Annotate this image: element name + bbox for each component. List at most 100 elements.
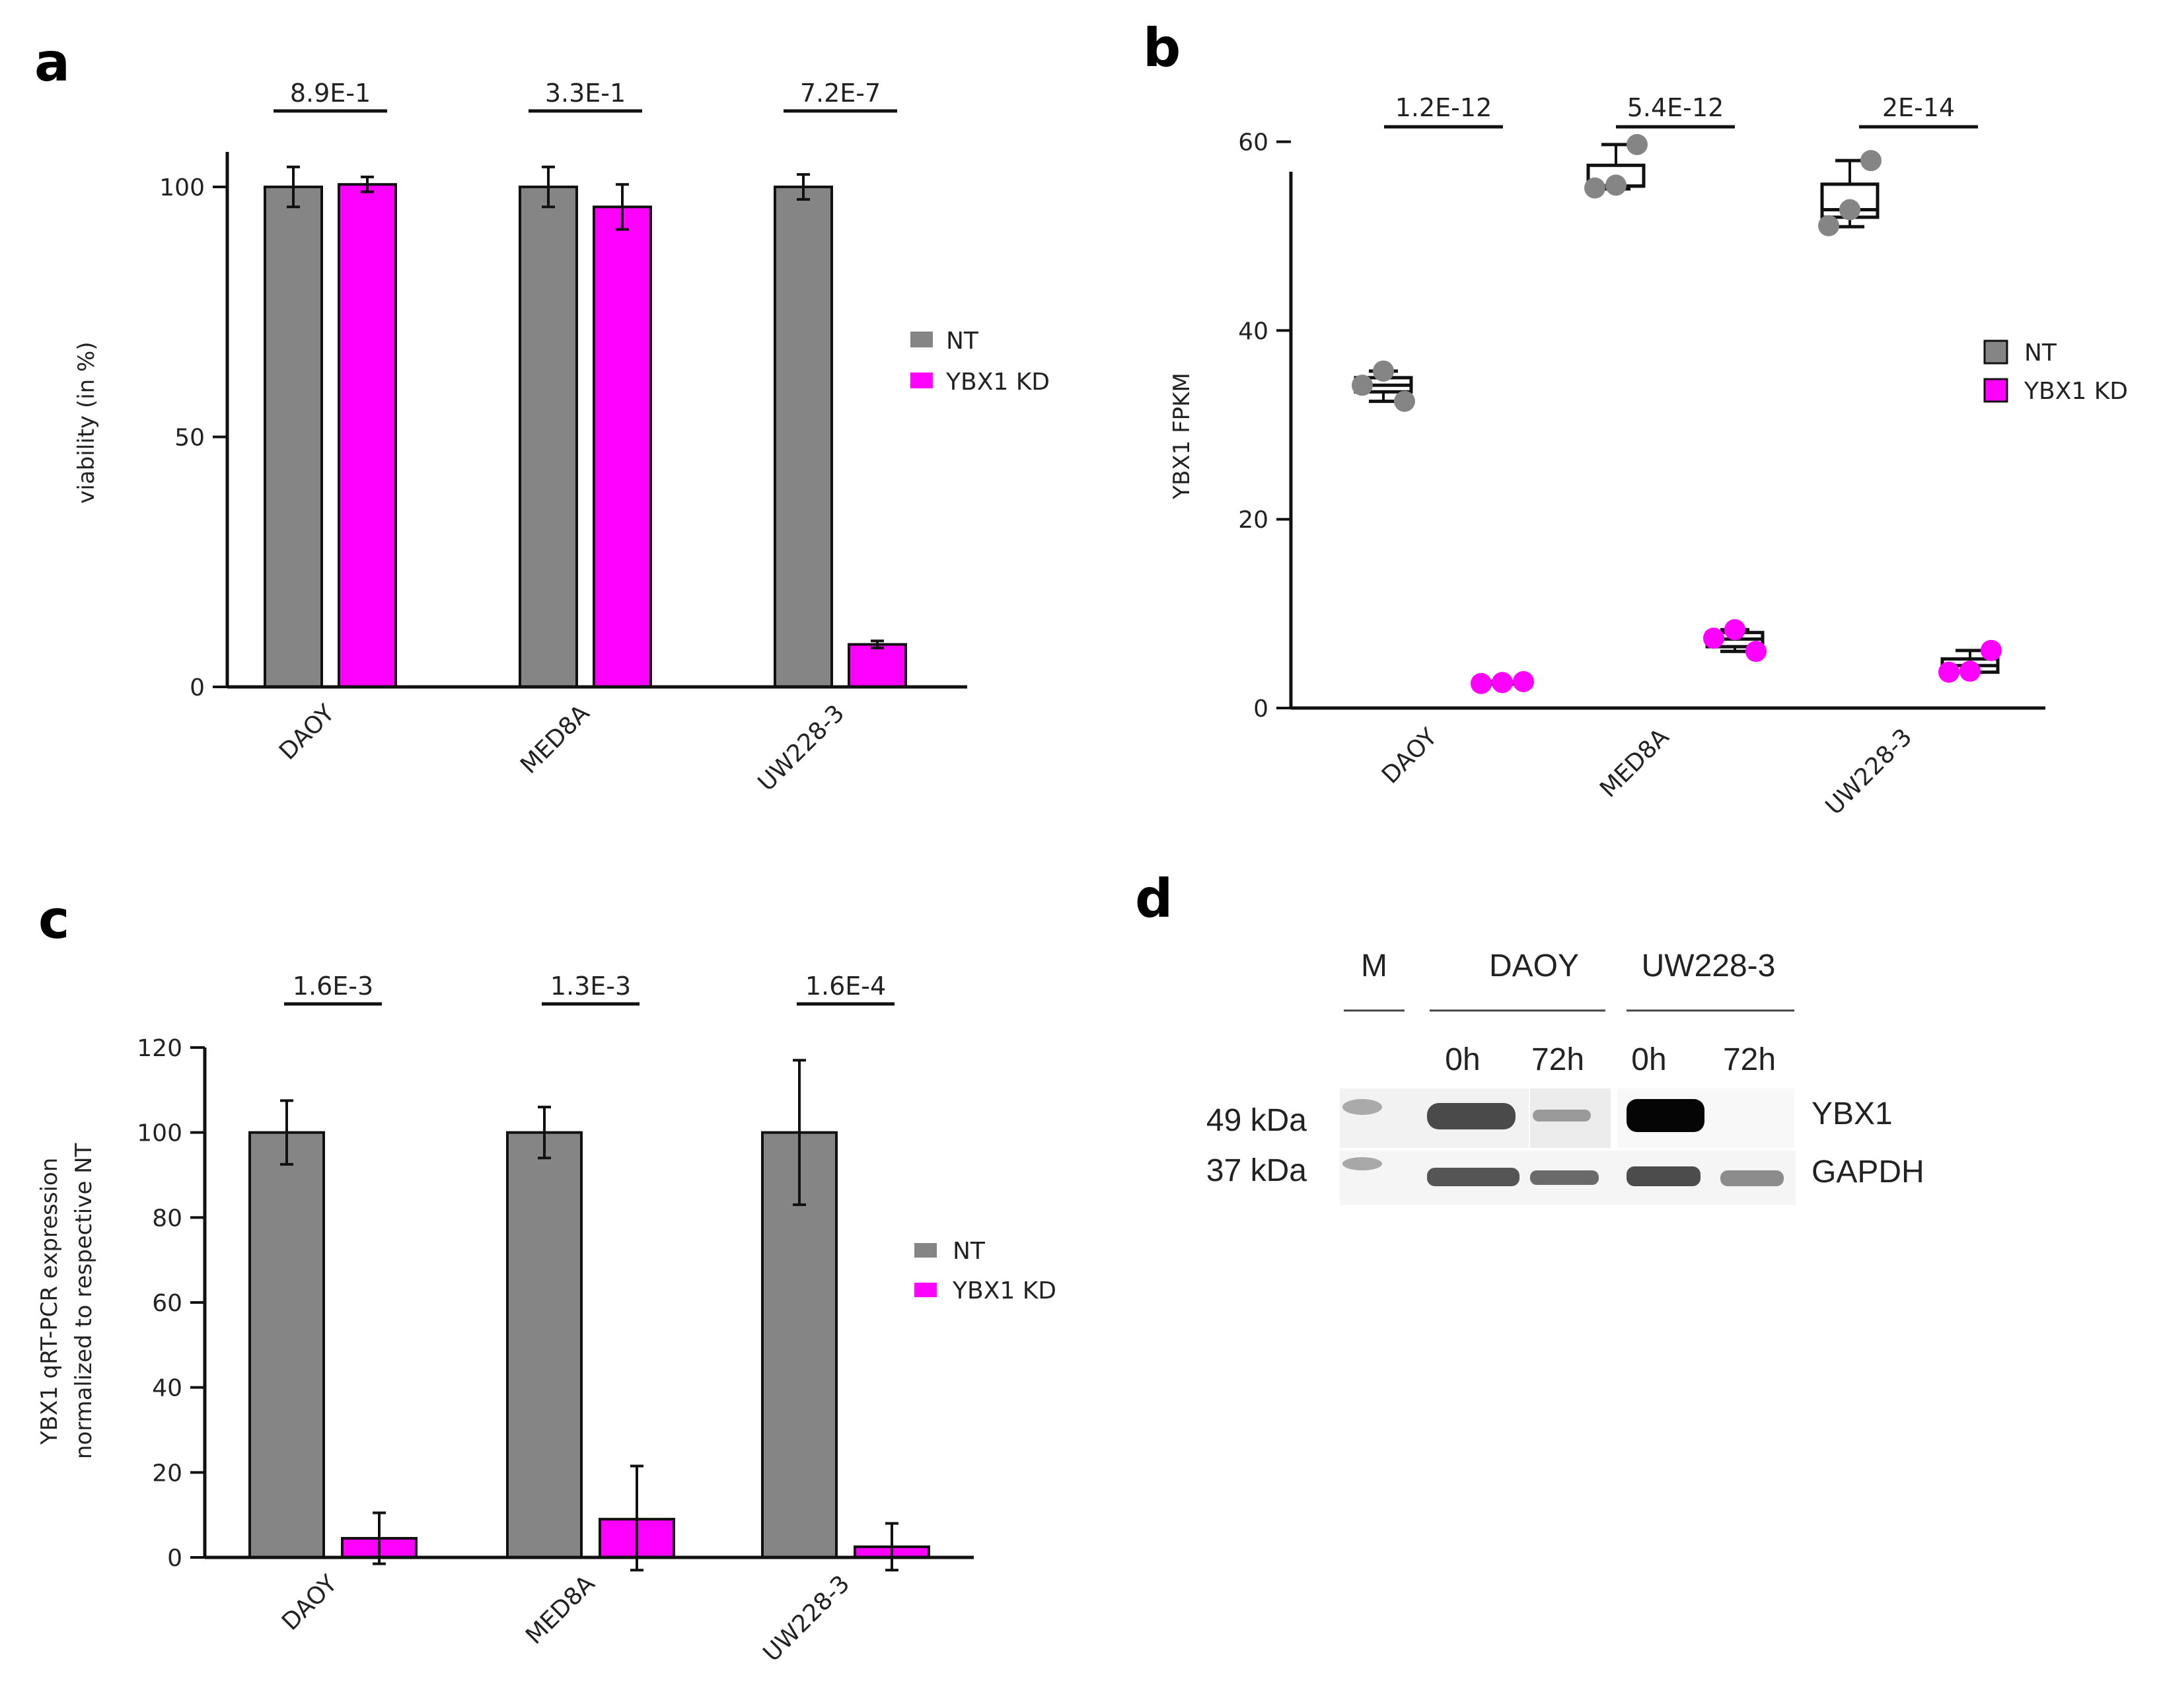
point-kd	[1513, 670, 1534, 692]
point-nt	[1394, 390, 1415, 412]
x-tick-label: DAOY	[277, 1570, 343, 1636]
y-tick-label: 40	[152, 1375, 182, 1402]
point-kd	[1938, 661, 1959, 683]
legend-label-kd: YBX1 KD	[945, 369, 1050, 396]
legend-swatch-nt	[910, 332, 933, 347]
x-tick-label: MED8A	[1595, 723, 1675, 803]
group-label-uw228-3: UW228-3	[1642, 948, 1776, 983]
point-kd	[1492, 672, 1513, 694]
y-tick-label: 120	[137, 1035, 182, 1062]
point-nt	[1839, 199, 1860, 221]
band-marker-49	[1342, 1099, 1382, 1115]
x-tick-label: UW228-3	[1821, 723, 1918, 820]
y-tick-label: 100	[137, 1120, 182, 1147]
y-axis-label: YBX1 FPKM	[1169, 373, 1195, 500]
point-nt	[1818, 215, 1839, 236]
point-nt	[1352, 374, 1373, 396]
lane-label-daoy-0h: 0h	[1445, 1042, 1480, 1077]
point-kd	[1703, 627, 1724, 649]
p-value-label: 2E-14	[1882, 93, 1955, 122]
group-label-daoy: DAOY	[1489, 948, 1579, 983]
y-tick-label: 100	[159, 174, 205, 201]
y-tick-label: 20	[1238, 507, 1268, 534]
bar-kd	[848, 643, 907, 689]
y-axis-label-line-2: normalized to respective NT	[71, 1143, 97, 1459]
x-tick-label: DAOY	[1377, 723, 1443, 789]
y-axis-label-line-1: YBX1 qRT-PCR expression	[36, 1158, 63, 1446]
point-kd	[1724, 619, 1745, 641]
band-ybx1-daoy-0h	[1427, 1103, 1516, 1129]
panel-letter-b: b	[1143, 17, 1181, 79]
band-gapdh-daoy-72h	[1530, 1170, 1599, 1185]
p-value-label: 1.6E-4	[805, 972, 886, 1001]
p-value-label: 1.6E-3	[293, 972, 373, 1001]
y-tick-label: 40	[1238, 318, 1268, 345]
panel-letter-a: a	[34, 32, 70, 93]
lane-label-uw-0h: 0h	[1631, 1042, 1666, 1077]
legend-label-nt: NT	[953, 1238, 986, 1265]
legend-swatch-nt	[1983, 339, 2008, 365]
panel-a: a 0 50 100 DAOY 8.9E-1 MED8A 3.3E-1 UW228-3 7.2E…	[34, 32, 1050, 797]
lane-label-daoy-72h: 72h	[1531, 1042, 1584, 1077]
point-nt	[1373, 360, 1394, 382]
bar-nt	[774, 185, 833, 688]
bar-nt	[264, 185, 323, 688]
bar-kd	[593, 205, 652, 688]
legend-label-nt: NT	[946, 328, 979, 355]
legend-swatch-kd	[910, 373, 933, 388]
x-tick-label: UW228-3	[753, 699, 850, 797]
band-gapdh-daoy-0h	[1427, 1168, 1519, 1186]
panel-letter-d: d	[1135, 868, 1173, 929]
point-kd	[1981, 639, 2002, 661]
p-value-label: 8.9E-1	[290, 79, 371, 108]
x-tick-label: UW228-3	[758, 1570, 856, 1667]
protein-label-ybx1: YBX1	[1811, 1096, 1893, 1131]
x-tick-label: DAOY	[274, 699, 340, 765]
size-label-49: 49 kDa	[1206, 1103, 1307, 1138]
x-tick-label: MED8A	[521, 1570, 601, 1650]
legend-label-kd: YBX1 KD	[2024, 378, 2128, 405]
y-tick-label: 0	[190, 674, 205, 701]
p-value-label: 5.4E-12	[1627, 93, 1724, 122]
point-kd	[1745, 641, 1767, 662]
y-tick-label: 20	[152, 1460, 182, 1487]
y-tick-label: 50	[174, 424, 205, 451]
size-label-37: 37 kDa	[1206, 1153, 1307, 1188]
band-gapdh-uw-72h	[1720, 1170, 1784, 1186]
panel-letter-c: c	[38, 889, 69, 950]
y-tick-label: 60	[152, 1290, 182, 1317]
band-ybx1-uw-0h	[1627, 1099, 1704, 1132]
y-tick-label: 0	[167, 1545, 182, 1572]
p-value-label: 1.3E-3	[550, 972, 631, 1001]
point-kd	[1471, 672, 1492, 694]
point-kd	[1959, 660, 1981, 682]
bar-nt	[248, 1131, 325, 1559]
bar-kd	[338, 183, 397, 688]
legend-swatch-kd	[914, 1283, 937, 1297]
panel-b: b 0 20 40 60 DAOY 1.2E-12 MED8A 5.4E-12 UW228-3 2…	[1143, 17, 2128, 820]
point-nt	[1605, 174, 1627, 196]
y-tick-label: 60	[1238, 129, 1268, 157]
panel-c: c 0 20 40 60 80 100 120 DAOY 1.6E-3 MED8A 1.3E-3 UW…	[36, 889, 1056, 1667]
y-axis-label: viability (in %)	[73, 341, 100, 503]
marker-lane-label: M	[1361, 948, 1387, 983]
bar-nt	[506, 1131, 583, 1559]
legend-swatch-kd	[1983, 378, 2008, 403]
bar-nt	[519, 185, 578, 688]
p-value-label: 3.3E-1	[545, 79, 626, 108]
protein-label-gapdh: GAPDH	[1811, 1155, 1924, 1190]
point-nt	[1860, 150, 1882, 172]
band-gapdh-uw-0h	[1627, 1166, 1701, 1186]
point-nt	[1627, 133, 1648, 155]
point-nt	[1584, 177, 1605, 199]
p-value-label: 7.2E-7	[800, 79, 881, 108]
y-tick-label: 0	[1253, 695, 1268, 723]
x-tick-label: MED8A	[515, 699, 595, 779]
p-value-label: 1.2E-12	[1395, 93, 1492, 122]
legend-label-nt: NT	[2024, 339, 2057, 367]
band-marker-37	[1342, 1157, 1382, 1170]
panel-d: d M DAOY UW228-3 0h 72h 0h 72h 49 kDa 37…	[1135, 868, 1924, 1205]
legend-label-kd: YBX1 KD	[952, 1277, 1056, 1304]
y-tick-label: 80	[152, 1205, 182, 1232]
